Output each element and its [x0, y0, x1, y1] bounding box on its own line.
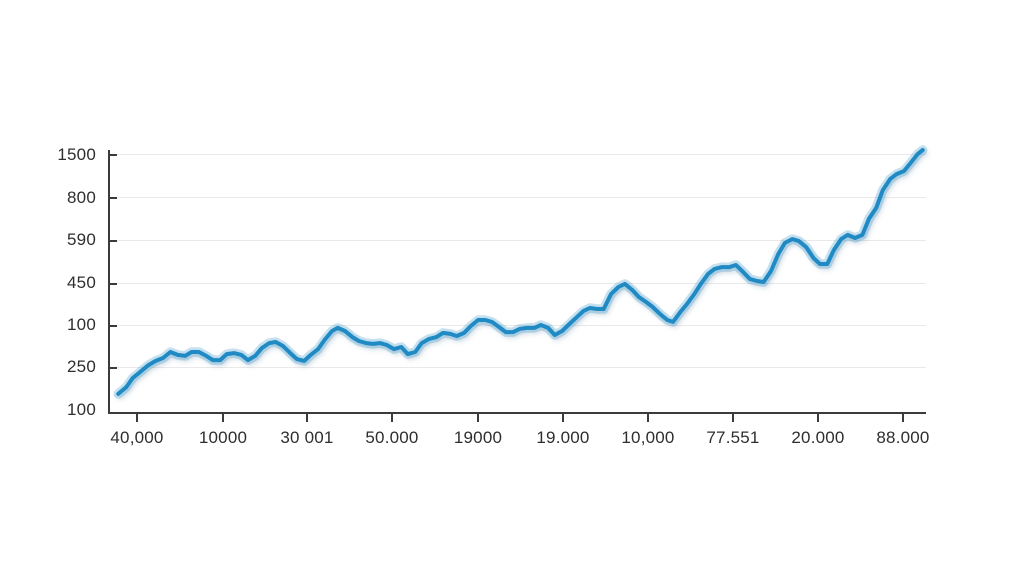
line-series — [116, 148, 925, 396]
x-axis-tick-label: 10,000 — [621, 428, 675, 447]
y-axis-tick — [110, 367, 117, 369]
y-axis-tick-label: 250 — [67, 357, 96, 376]
gridline — [110, 197, 926, 198]
x-axis-spine — [108, 412, 926, 414]
y-axis-tick-label: 100 — [67, 315, 96, 334]
gridline — [110, 325, 926, 326]
line-series-plot — [113, 145, 928, 399]
y-axis-tick — [110, 240, 117, 242]
x-axis-tick-label: 40,000 — [110, 428, 164, 447]
x-axis-tick-label: 19000 — [453, 428, 503, 447]
y-axis-tick — [110, 325, 117, 327]
gridline — [110, 240, 926, 241]
gridline — [110, 283, 926, 284]
gridline — [110, 154, 926, 155]
x-axis-tick-label: 10000 — [198, 428, 248, 447]
x-axis-tick — [902, 414, 904, 422]
line-series-glow — [113, 145, 928, 399]
x-axis-tick — [817, 414, 819, 422]
x-axis-tick — [732, 414, 734, 422]
y-axis-tick-label: 450 — [67, 273, 96, 292]
y-axis-tick-label: 1500 — [57, 145, 96, 164]
y-axis-tick — [110, 197, 117, 199]
x-axis-tick-label: 20.000 — [791, 428, 845, 447]
y-axis-tick — [110, 154, 117, 156]
x-axis-tick-label: 30 001 — [280, 428, 334, 447]
x-axis-tick — [562, 414, 564, 422]
y-axis-tick-label: 800 — [67, 188, 96, 207]
y-axis-spine — [108, 150, 110, 414]
y-axis-tick — [110, 283, 117, 285]
y-axis-tick-label: 590 — [67, 230, 96, 249]
y-axis-tick-label: 100 — [67, 400, 96, 419]
x-axis-tick — [306, 414, 308, 422]
x-axis-tick — [136, 414, 138, 422]
x-axis-tick-label: 77.551 — [706, 428, 760, 447]
x-axis-tick — [647, 414, 649, 422]
x-axis-tick-label: 19.000 — [536, 428, 590, 447]
x-axis-tick — [222, 414, 224, 422]
gridline — [110, 367, 926, 368]
x-axis-tick — [477, 414, 479, 422]
x-axis-tick-label: 88.000 — [876, 428, 930, 447]
x-axis-tick-label: 50.000 — [365, 428, 419, 447]
x-axis-tick — [391, 414, 393, 422]
